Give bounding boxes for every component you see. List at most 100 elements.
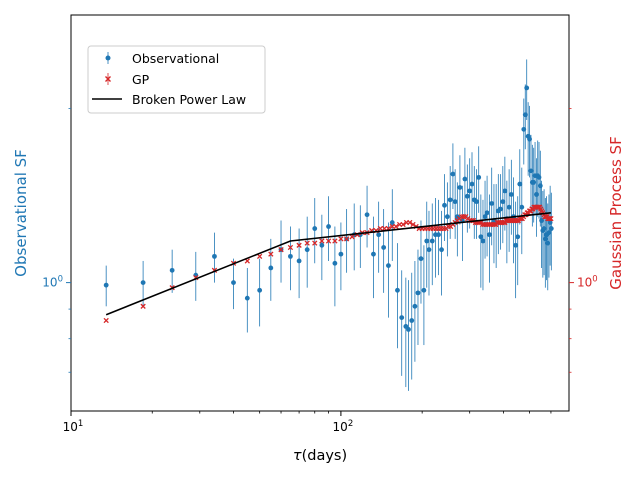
observational-point <box>296 258 302 264</box>
gp-point <box>546 215 552 222</box>
observational-point <box>376 232 382 238</box>
observational-point <box>539 218 544 223</box>
observational-point <box>464 193 470 199</box>
observational-point <box>406 327 411 332</box>
observational-point <box>212 253 217 259</box>
x-axis-label-unit: (days) <box>302 448 348 464</box>
observational-point <box>452 199 458 205</box>
observational-point <box>487 232 492 238</box>
gp-point <box>407 219 413 226</box>
gp-point <box>287 244 294 251</box>
observational-point <box>524 85 530 91</box>
observational-point <box>169 267 175 273</box>
observational-point <box>426 247 432 253</box>
observational-point <box>519 204 525 210</box>
gp-point <box>349 234 355 240</box>
observational-point <box>515 234 521 240</box>
left-tick-label-exponent: 0 <box>58 275 63 285</box>
observational-point <box>319 242 325 248</box>
observational-point <box>467 188 473 194</box>
observational-points <box>103 85 554 332</box>
legend-box <box>87 45 266 114</box>
gp-point <box>343 236 350 242</box>
gp-point <box>332 238 338 244</box>
observational-point <box>533 192 539 197</box>
observational-point <box>332 260 338 266</box>
gp-point <box>296 242 302 248</box>
observational-point <box>447 197 453 203</box>
right-tick-label-exponent: 0 <box>592 275 597 285</box>
legend-gp-label: GP <box>132 72 150 87</box>
broken-power-law-line <box>105 212 552 316</box>
gp-point <box>338 236 344 242</box>
observational-point <box>231 280 236 286</box>
observational-point <box>424 238 430 244</box>
legend-broken-power-law-label: Broken Power Law <box>132 92 246 107</box>
gp-point <box>268 251 274 257</box>
observational-point <box>326 224 331 229</box>
observational-point <box>103 282 109 288</box>
left-tick-label: 100 <box>42 275 63 290</box>
observational-point <box>439 247 444 253</box>
observational-point <box>412 303 418 309</box>
observational-point <box>338 251 344 257</box>
observational-point <box>546 230 552 236</box>
observational-point <box>531 179 537 185</box>
legend-observational-marker <box>105 55 111 61</box>
legend-entry-gp: GP <box>105 72 150 87</box>
legend-observational-label: Observational <box>132 51 219 66</box>
observational-point <box>500 199 506 205</box>
observational-point <box>399 315 405 321</box>
x-tick-label-exponent: 1 <box>78 419 83 429</box>
observational-point <box>474 199 479 205</box>
observational-point <box>257 287 263 293</box>
observational-point <box>140 280 146 286</box>
gp-point <box>325 238 332 244</box>
x-axis-ticks: 101 102 <box>63 411 552 434</box>
gp-point <box>548 215 554 222</box>
legend: Observational GP Broken Power Law <box>87 45 266 114</box>
observational-point <box>542 236 548 242</box>
observational-point <box>545 240 551 246</box>
x-axis-label-symbol: τ <box>293 448 302 464</box>
observational-point <box>517 181 523 187</box>
observational-point <box>522 112 528 118</box>
gp-point <box>410 221 416 228</box>
gp-point <box>400 221 406 228</box>
observational-point <box>498 206 503 212</box>
observational-point <box>457 185 463 190</box>
broken-power-law-path <box>105 212 552 316</box>
observational-point <box>268 265 274 271</box>
observational-point <box>508 192 514 197</box>
observational-point <box>541 226 547 231</box>
observational-point <box>418 256 424 262</box>
gp-point <box>140 303 146 309</box>
observational-point <box>436 232 441 238</box>
gp-point <box>319 238 325 244</box>
observational-point <box>429 238 435 244</box>
observational-point <box>528 168 534 174</box>
gp-point <box>377 225 384 232</box>
right-axis-ticks: 100 <box>569 107 598 373</box>
observational-point <box>444 214 450 220</box>
gp-point <box>278 247 284 253</box>
observational-point <box>536 174 542 180</box>
observational-point <box>489 201 495 206</box>
observational-point <box>395 287 400 293</box>
observational-point <box>527 136 532 142</box>
observational-point <box>476 174 482 180</box>
observational-point <box>469 181 475 187</box>
observational-point <box>513 242 519 248</box>
right-tick-label-base: 10 <box>577 276 592 290</box>
observational-point <box>389 220 395 225</box>
left-axis-ticks: 100 <box>42 107 71 373</box>
legend-gp-marker <box>105 76 111 82</box>
gp-point <box>393 223 399 230</box>
observational-point <box>312 226 318 231</box>
observational-point <box>409 318 415 323</box>
observational-point <box>548 226 554 231</box>
observational-point <box>521 126 527 132</box>
x-axis-label: τ(days) <box>293 448 347 464</box>
gp-point <box>500 219 507 226</box>
